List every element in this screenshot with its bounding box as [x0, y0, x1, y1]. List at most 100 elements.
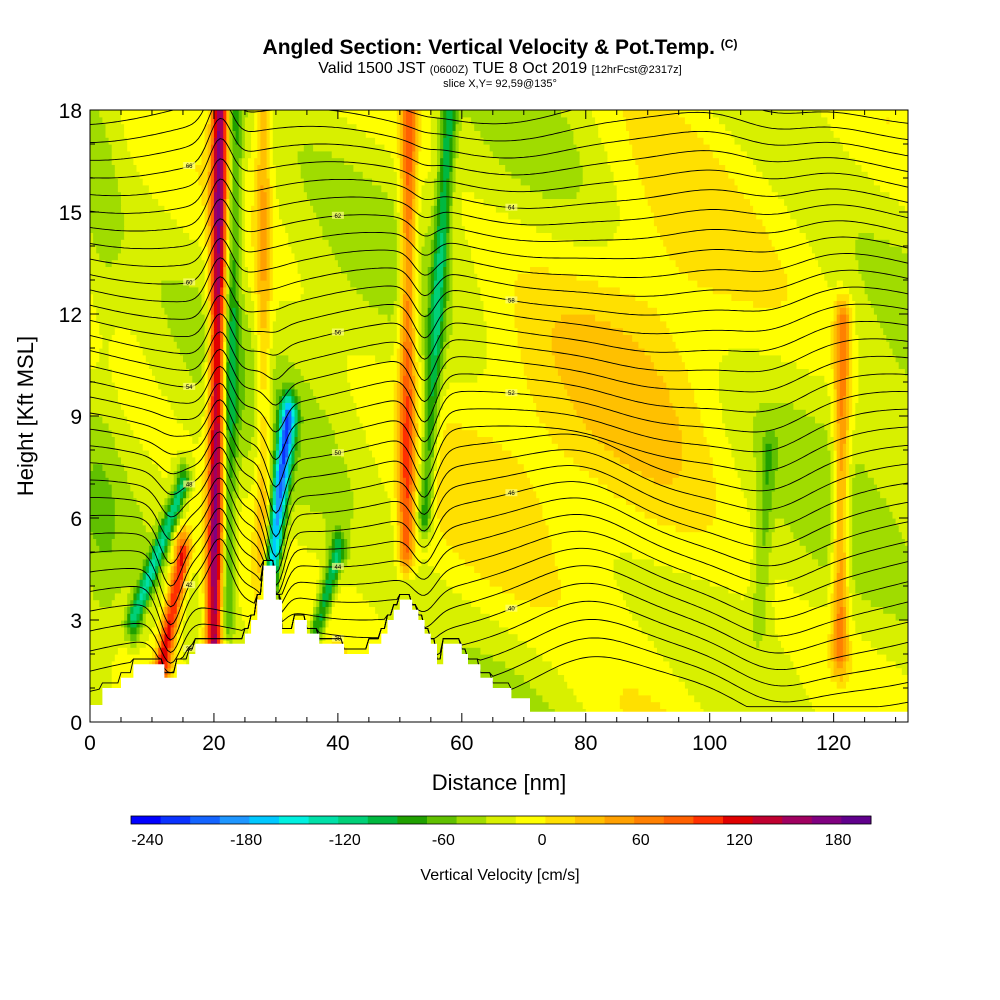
velocity-cell — [446, 259, 450, 267]
velocity-cell — [229, 150, 234, 159]
velocity-cell — [266, 123, 271, 131]
velocity-cell — [805, 232, 860, 240]
velocity-cell — [198, 586, 203, 594]
velocity-cell — [626, 116, 686, 125]
colorbar-swatch — [693, 816, 724, 824]
velocity-cell — [443, 137, 450, 145]
velocity-cell — [833, 613, 838, 621]
velocity-cell — [564, 382, 667, 390]
velocity-cell — [846, 320, 850, 329]
velocity-cell — [486, 334, 519, 342]
velocity-cell — [217, 620, 221, 628]
velocity-cell — [849, 558, 853, 567]
velocity-cell — [756, 518, 763, 526]
velocity-cell — [223, 252, 227, 261]
velocity-cell — [213, 470, 218, 478]
velocity-cell — [223, 368, 227, 376]
velocity-cell — [836, 341, 841, 349]
colorbar-tick-label: 180 — [825, 832, 852, 849]
velocity-cell — [266, 531, 271, 539]
velocity-cell — [635, 504, 717, 512]
velocity-cell — [833, 620, 838, 628]
velocity-cell — [226, 538, 234, 546]
velocity-cell — [325, 599, 330, 607]
velocity-cell — [402, 395, 407, 403]
velocity-cell — [424, 395, 429, 403]
velocity-cell — [297, 538, 327, 546]
velocity-cell — [427, 477, 432, 485]
velocity-cell — [446, 388, 531, 397]
velocity-cell — [90, 613, 125, 621]
velocity-cell — [232, 429, 237, 437]
velocity-cell — [830, 334, 835, 342]
velocity-cell — [244, 232, 252, 240]
velocity-cell — [173, 490, 178, 499]
velocity-cell — [316, 579, 320, 587]
velocity-cell — [418, 341, 423, 349]
velocity-cell — [235, 348, 240, 356]
velocity-cell — [787, 293, 838, 301]
velocity-cell — [269, 484, 274, 492]
velocity-cell — [213, 130, 218, 138]
velocity-cell — [173, 565, 178, 573]
velocity-cell — [412, 259, 416, 267]
velocity-cell — [275, 552, 280, 560]
velocity-cell — [402, 504, 410, 512]
velocity-cell — [341, 558, 345, 567]
velocity-cell — [740, 592, 745, 601]
velocity-cell — [241, 286, 252, 295]
velocity-cell — [254, 348, 258, 356]
velocity-cell — [430, 354, 438, 363]
velocity-cell — [412, 477, 416, 485]
velocity-cell — [480, 293, 516, 301]
velocity-cell — [167, 640, 172, 648]
velocity-cell — [136, 626, 141, 635]
velocity-cell — [406, 280, 413, 288]
velocity-cell — [275, 416, 280, 424]
velocity-cell — [223, 130, 227, 138]
velocity-cell — [158, 524, 162, 533]
velocity-cell — [226, 531, 234, 539]
velocity-cell — [402, 314, 407, 322]
velocity-cell — [638, 688, 689, 696]
velocity-cell — [238, 354, 246, 363]
velocity-cell — [833, 640, 838, 648]
velocity-cell — [241, 334, 252, 342]
velocity-cell — [409, 450, 413, 458]
colorbar-swatch — [367, 816, 398, 824]
velocity-cell — [427, 511, 432, 519]
velocity-cell — [229, 402, 237, 410]
velocity-cell — [399, 558, 404, 567]
velocity-cell — [257, 246, 261, 254]
velocity-cell — [213, 388, 218, 397]
forecast-info: [12hrFcst@2317z] — [591, 64, 682, 76]
velocity-cell — [161, 633, 165, 641]
velocity-cell — [396, 429, 401, 437]
velocity-cell — [765, 599, 773, 607]
velocity-cell — [368, 599, 472, 607]
theta-contour — [90, 237, 908, 285]
velocity-cell — [430, 470, 435, 478]
velocity-cell — [238, 341, 243, 349]
velocity-cell — [238, 280, 243, 288]
velocity-cell — [409, 538, 413, 546]
velocity-cell — [756, 409, 807, 417]
velocity-cell — [406, 171, 410, 179]
velocity-cell — [430, 320, 435, 329]
velocity-cell — [210, 558, 218, 567]
velocity-cell — [207, 524, 212, 533]
velocity-cell — [220, 327, 224, 335]
velocity-cell — [781, 354, 832, 363]
velocity-cell — [269, 164, 277, 172]
velocity-cell — [207, 171, 212, 179]
velocity-cell — [220, 538, 224, 546]
velocity-cell — [833, 422, 838, 431]
velocity-cell — [217, 518, 221, 526]
velocity-cell — [440, 524, 550, 533]
velocity-cell — [415, 307, 419, 315]
velocity-cell — [443, 348, 447, 356]
velocity-cell — [201, 633, 206, 641]
velocity-cell — [226, 286, 230, 295]
velocity-cell — [449, 293, 454, 301]
velocity-cell — [90, 456, 122, 465]
